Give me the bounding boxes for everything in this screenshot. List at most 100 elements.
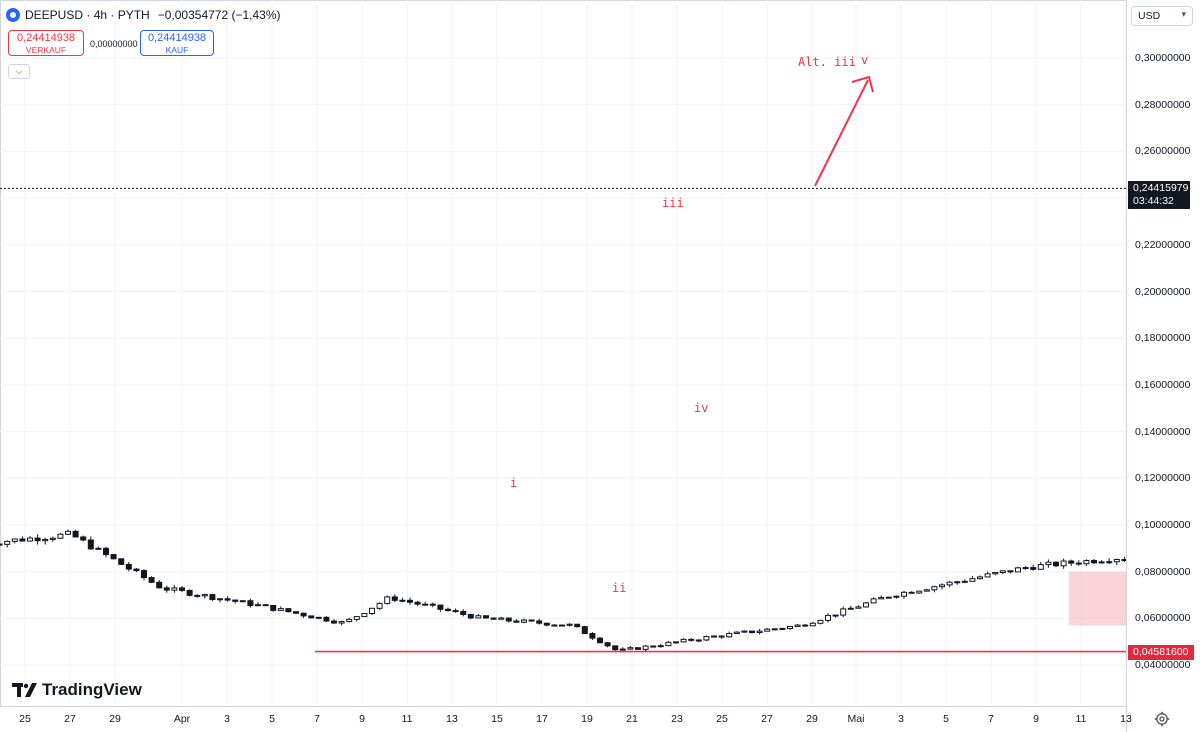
wave-label-alt-iii: Alt. iii [798, 55, 856, 69]
candle-down [34, 537, 41, 542]
candle-up [923, 589, 930, 592]
buy-button[interactable]: 0,24414938 KAUF [140, 30, 214, 56]
candle-down [414, 601, 421, 605]
chevron-down-icon: ▾ [1181, 9, 1186, 19]
currency-selector[interactable]: USD ▾ [1131, 6, 1193, 26]
candle-down [262, 604, 269, 607]
candle-up [338, 621, 345, 624]
candle-down [407, 599, 413, 603]
time-tick: 13 [1120, 713, 1132, 725]
candle-down [148, 577, 155, 583]
candle-up [11, 538, 18, 542]
candle-up [680, 638, 687, 643]
candle-down [574, 623, 581, 628]
candle-up [741, 630, 748, 633]
time-tick: 19 [581, 713, 593, 725]
candle-up [809, 622, 816, 627]
candle-up [764, 628, 771, 632]
buy-price: 0,24414938 [147, 32, 207, 44]
candle-down [908, 591, 915, 594]
time-tick: 3 [898, 713, 904, 725]
candle-up [201, 594, 208, 597]
candle-down [543, 622, 550, 626]
candle-down [141, 570, 147, 579]
time-tick: Mai [847, 713, 865, 725]
candle-up [832, 614, 839, 617]
candle-up [703, 636, 710, 641]
time-tick: 3 [224, 713, 230, 725]
candle-up [916, 590, 923, 594]
interval[interactable]: 4h [93, 8, 108, 22]
candle-down [163, 587, 170, 591]
price-tick: 0,14000000 [1135, 425, 1191, 438]
price-chart[interactable] [0, 0, 1126, 706]
candle-up [346, 618, 353, 623]
time-tick: 21 [626, 713, 638, 725]
bar-countdown: 03:44:32 [1133, 195, 1174, 207]
candle-up [171, 587, 178, 591]
candle-up [475, 615, 482, 619]
candle-down [445, 608, 451, 612]
price-tick: 0,22000000 [1135, 238, 1191, 251]
candle-down [247, 600, 254, 607]
candle-up [840, 608, 847, 616]
candle-down [300, 612, 307, 617]
candle-down [749, 630, 755, 634]
candle-down [1007, 570, 1014, 573]
time-tick: 11 [1075, 713, 1087, 725]
candle-up [1083, 560, 1090, 565]
candle-up [399, 599, 406, 602]
candle-down [209, 594, 216, 601]
time-tick: 9 [359, 713, 365, 725]
candle-down [1030, 567, 1037, 570]
candle-up [977, 576, 983, 580]
candle-up [4, 540, 11, 545]
candle-down [1053, 561, 1059, 567]
candle-down [186, 589, 193, 596]
candle-down [597, 637, 603, 644]
candle-down [505, 617, 512, 622]
candle-up [969, 578, 976, 582]
candle-down [391, 596, 398, 601]
candle-up [794, 624, 801, 627]
price-tick: 0,04000000 [1135, 659, 1191, 672]
candle-down [688, 638, 695, 641]
price-tick: 0,28000000 [1135, 98, 1191, 111]
candle-down [1121, 558, 1126, 561]
buy-label: KAUF [165, 45, 189, 55]
wave-ii-zone [1068, 571, 1126, 626]
candle-down [467, 614, 474, 619]
candle-up [376, 602, 383, 609]
candle-down [285, 608, 292, 613]
time-tick: 25 [716, 713, 728, 725]
projection-arrow[interactable] [814, 75, 874, 187]
price-axis[interactable]: USD ▾ 0,30000000 0,28000000 0,26000000 0,22… [1126, 0, 1200, 732]
price-tick: 0,10000000 [1135, 519, 1191, 531]
candle-down [604, 642, 611, 647]
candle-up [855, 606, 862, 609]
candle-up [1045, 561, 1052, 566]
symbol-name[interactable]: DEEPUSD [25, 8, 84, 22]
chevron-down-icon[interactable]: ⌵ [8, 64, 30, 79]
candle-down [179, 587, 185, 591]
candle-up [627, 647, 634, 650]
candle-up [825, 614, 831, 621]
settings-icon[interactable] [1154, 711, 1170, 727]
time-tick: 23 [671, 713, 683, 725]
time-tick: 13 [446, 713, 458, 725]
candle-down [0, 543, 3, 546]
price-tick: 0,18000000 [1135, 332, 1191, 345]
time-axis[interactable]: 25 27 29 Apr 3 5 7 9 11 13 15 17 19 21 23 25 27 29 Mai 3 5 7 9… [0, 706, 1132, 732]
candle-up [901, 591, 907, 597]
candle-up [277, 608, 284, 611]
symbol-legend[interactable]: DEEPUSD · 4h · PYTH −0,00354772 (−1,43%) [6, 8, 281, 22]
tradingview-logo-icon [12, 683, 37, 697]
time-tick: 29 [109, 713, 121, 725]
candle-down [103, 547, 109, 556]
candle-down [110, 554, 117, 560]
candle-down [224, 598, 231, 601]
sell-button[interactable]: 0,24414938 VERKAUF [8, 30, 84, 56]
wave-label-iv: iv [694, 401, 709, 415]
candle-up [521, 619, 527, 623]
candle-up [847, 607, 854, 610]
